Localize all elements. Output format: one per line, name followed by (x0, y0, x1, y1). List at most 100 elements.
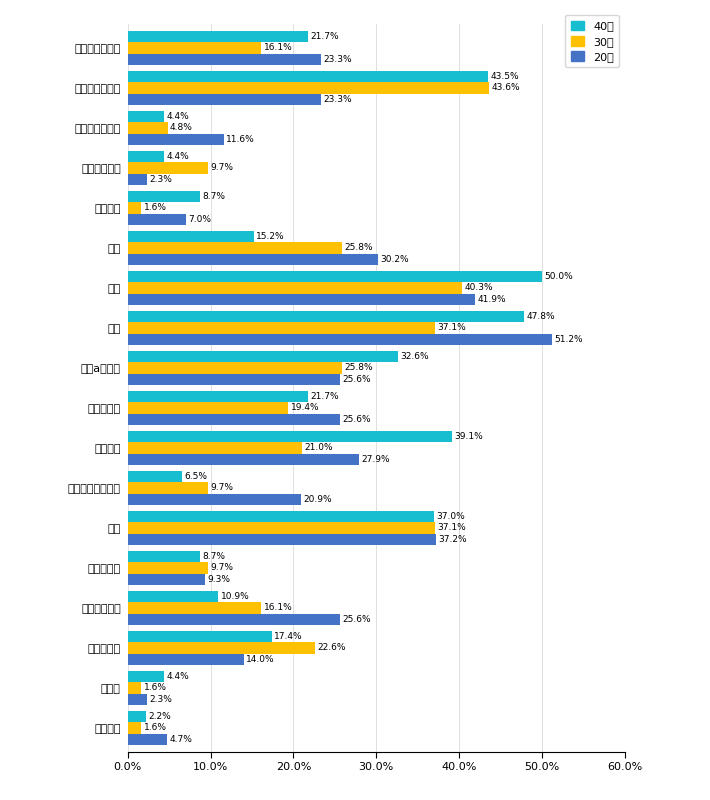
Text: 19.4%: 19.4% (291, 403, 320, 413)
Text: 10.9%: 10.9% (221, 592, 249, 601)
Text: 51.2%: 51.2% (555, 335, 583, 344)
Bar (128, 430, 452, 442)
Bar (128, 54, 321, 66)
Bar (128, 390, 307, 402)
Bar (128, 362, 342, 374)
Text: 23.3%: 23.3% (323, 55, 352, 64)
Text: 27.9%: 27.9% (361, 455, 390, 464)
Bar (128, 522, 435, 534)
Text: 47.8%: 47.8% (526, 312, 555, 321)
Text: 25.6%: 25.6% (342, 415, 371, 424)
Text: 25.8%: 25.8% (344, 243, 373, 253)
Bar (128, 190, 200, 202)
Bar (128, 562, 208, 574)
Bar (128, 534, 436, 546)
Text: 21.0%: 21.0% (304, 443, 333, 453)
Bar (128, 310, 524, 322)
Text: 9.7%: 9.7% (211, 563, 234, 573)
Bar (128, 454, 359, 466)
Bar (128, 630, 272, 642)
Bar (128, 574, 204, 586)
Bar (128, 242, 342, 254)
Text: 39.1%: 39.1% (454, 432, 483, 441)
Text: 21.7%: 21.7% (310, 32, 339, 41)
Text: 21.7%: 21.7% (310, 392, 339, 401)
Bar (128, 590, 218, 602)
Bar (128, 270, 542, 282)
Text: 4.4%: 4.4% (167, 112, 190, 121)
Bar (128, 134, 224, 146)
Text: 14.0%: 14.0% (246, 655, 275, 664)
Bar (128, 682, 141, 694)
Text: 43.5%: 43.5% (491, 72, 519, 81)
Text: 4.4%: 4.4% (167, 672, 190, 681)
Bar (128, 122, 168, 134)
Text: 9.7%: 9.7% (211, 163, 234, 173)
Bar (128, 94, 321, 106)
Text: 8.7%: 8.7% (202, 192, 225, 201)
Bar (128, 510, 435, 522)
Text: 8.7%: 8.7% (202, 552, 225, 561)
Text: 1.6%: 1.6% (143, 723, 167, 733)
Text: 25.6%: 25.6% (342, 375, 371, 384)
Bar (128, 494, 301, 506)
Bar (128, 230, 253, 242)
Bar (128, 282, 462, 294)
Legend: 40代, 30代, 20代: 40代, 30代, 20代 (565, 15, 619, 67)
Bar (128, 42, 261, 54)
Bar (128, 602, 261, 614)
Text: 25.8%: 25.8% (344, 363, 373, 373)
Bar (128, 322, 435, 334)
Text: 50.0%: 50.0% (545, 272, 573, 281)
Bar (128, 694, 147, 706)
Text: 4.4%: 4.4% (167, 152, 190, 161)
Text: 2.2%: 2.2% (148, 712, 171, 721)
Bar (128, 642, 315, 654)
Bar (128, 202, 141, 214)
Bar (128, 334, 552, 346)
Text: 1.6%: 1.6% (143, 683, 167, 693)
Text: 32.6%: 32.6% (400, 352, 429, 361)
Bar (128, 162, 208, 174)
Bar (128, 414, 340, 426)
Text: 23.3%: 23.3% (323, 95, 352, 104)
Text: 41.9%: 41.9% (477, 295, 506, 304)
Bar (128, 722, 141, 734)
Bar (128, 670, 164, 682)
Bar (128, 174, 147, 186)
Text: 4.7%: 4.7% (169, 735, 192, 744)
Bar (128, 30, 307, 42)
Text: 9.3%: 9.3% (207, 575, 230, 584)
Bar (128, 402, 288, 414)
Bar (128, 470, 182, 482)
Text: 11.6%: 11.6% (226, 135, 255, 144)
Text: 2.3%: 2.3% (149, 175, 173, 184)
Bar (128, 374, 340, 386)
Text: 17.4%: 17.4% (274, 632, 303, 641)
Bar (128, 734, 167, 746)
Bar (128, 710, 146, 722)
Text: 7.0%: 7.0% (188, 215, 212, 224)
Bar (128, 254, 378, 266)
Text: 20.9%: 20.9% (303, 495, 332, 504)
Text: 37.2%: 37.2% (438, 535, 467, 544)
Text: 25.6%: 25.6% (342, 615, 371, 624)
Text: 37.0%: 37.0% (437, 512, 466, 521)
Bar (128, 150, 164, 162)
Bar (128, 482, 208, 494)
Bar (128, 614, 340, 626)
Text: 30.2%: 30.2% (381, 255, 409, 264)
Text: 16.1%: 16.1% (263, 43, 293, 53)
Bar (128, 442, 302, 454)
Bar (128, 214, 186, 226)
Bar (128, 654, 244, 666)
Bar (128, 550, 200, 562)
Text: 37.1%: 37.1% (437, 323, 466, 333)
Text: 15.2%: 15.2% (256, 232, 285, 241)
Bar (128, 294, 475, 306)
Bar (128, 70, 488, 82)
Bar (128, 82, 489, 94)
Text: 4.8%: 4.8% (170, 123, 193, 133)
Text: 6.5%: 6.5% (184, 472, 207, 481)
Bar (128, 110, 164, 122)
